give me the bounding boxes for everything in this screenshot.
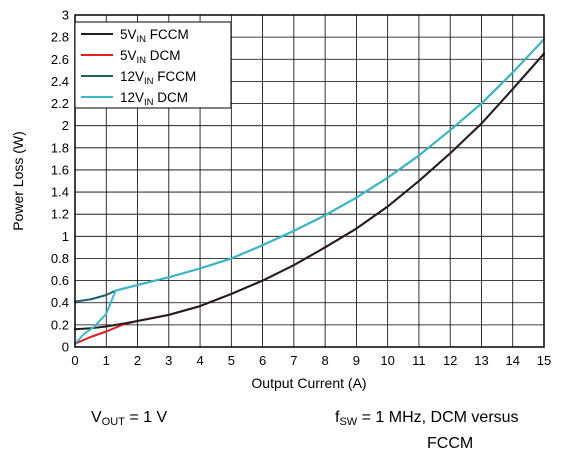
fsw-caption: fSW = 1 MHz, DCM versus [335, 409, 519, 428]
y-tick-labels: 0 0.2 0.4 0.6 0.8 1 1.2 1.4 1.6 1.8 2 2.2 2.4 2.6 2.8 3 [51, 8, 69, 355]
legend-label: 12VIN FCCM [120, 69, 196, 87]
x-tick-label: 10 [380, 353, 394, 368]
x-tick-label: 14 [505, 353, 519, 368]
series-line [74, 38, 545, 345]
legend-label: 12VIN DCM [120, 90, 188, 108]
series-line [74, 52, 545, 331]
y-tick-label: 0 [62, 340, 69, 355]
x-tick-label: 13 [474, 353, 488, 368]
legend: 5VIN FCCM 5VIN DCM 12VIN FCCM 12VIN DCM [74, 21, 232, 109]
x-tick-label: 0 [71, 353, 78, 368]
x-tick-labels: 0 1 2 3 4 5 6 7 8 9 10 11 12 13 14 15 [71, 353, 551, 368]
x-tick-label: 5 [228, 353, 235, 368]
legend-box [74, 21, 232, 109]
x-tick-label: 12 [443, 353, 457, 368]
vout-caption: VOUT = 1 V [91, 409, 168, 428]
y-tick-label: 1.2 [51, 207, 69, 222]
x-axis-title: Output Current (A) [251, 375, 366, 391]
series-lines [74, 38, 545, 345]
x-tick-label: 6 [259, 353, 266, 368]
x-tick-label: 2 [134, 353, 141, 368]
y-tick-label: 0.2 [51, 317, 69, 332]
x-tick-label: 3 [165, 353, 172, 368]
x-tick-label: 15 [537, 353, 551, 368]
power-loss-chart: 0 1 2 3 4 5 6 7 8 9 10 11 12 13 14 15 00.20.40.60.811.2… [10, 8, 551, 392]
y-tick-label: 2 [62, 118, 69, 133]
y-tick-label: 2.2 [51, 96, 69, 111]
legend-label: 5VIN DCM [120, 48, 181, 66]
x-tick-label: 7 [290, 353, 297, 368]
y-tick-label: 3 [62, 8, 69, 23]
legend-label: 5VIN FCCM [120, 27, 189, 45]
y-tick-label: 2.8 [51, 30, 69, 45]
y-tick-label: 2.6 [51, 52, 69, 67]
x-tick-label: 11 [412, 353, 426, 368]
x-tick-label: 8 [322, 353, 329, 368]
y-tick-label: 1.4 [51, 185, 69, 200]
y-tick-label: 2.4 [51, 74, 69, 89]
x-tick-label: 9 [353, 353, 360, 368]
x-tick-label: 4 [196, 353, 203, 368]
y-tick-label: 0.8 [51, 251, 69, 266]
fsw-caption-line2: FCCM [427, 435, 474, 452]
y-tick-label: 1.8 [51, 140, 69, 155]
y-tick-label: 0.6 [51, 273, 69, 288]
y-axis-title: Power Loss (W) [10, 131, 26, 231]
y-tick-label: 1 [62, 229, 69, 244]
y-tick-label: 1.6 [51, 162, 69, 177]
y-tick-label: 0.4 [51, 295, 69, 310]
x-tick-label: 1 [103, 353, 110, 368]
plot-frame [74, 14, 545, 348]
